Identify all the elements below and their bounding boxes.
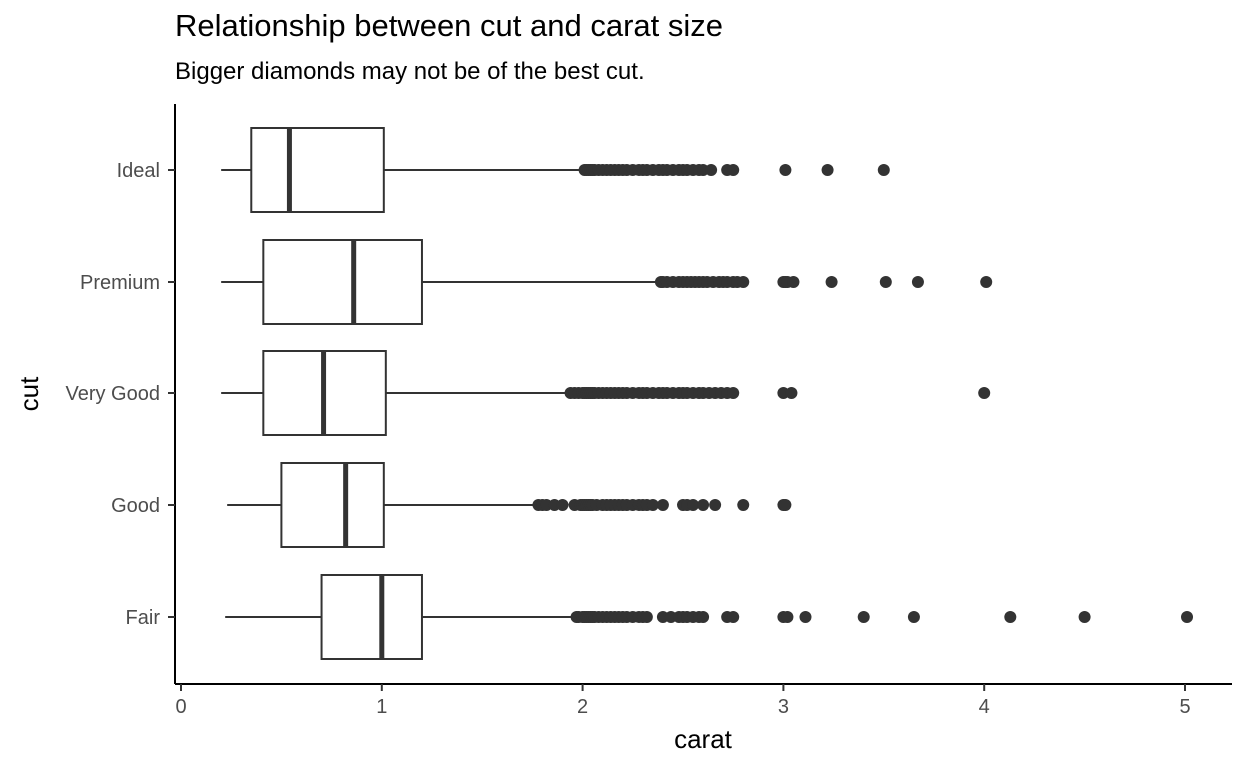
outlier-point [1078,611,1091,623]
outlier-point [727,387,740,399]
x-axis-ticks: 0 1 2 3 4 5 [175,684,1191,718]
outlier-point [1181,611,1194,623]
iqr-box [262,239,423,325]
box-group [221,239,993,325]
outlier-point [857,611,870,623]
outlier-point [787,276,800,288]
outlier-point [646,499,659,511]
outlier-point [737,276,750,288]
box-group [221,350,991,436]
outlier-point [709,499,722,511]
y-axis-title: cut [14,376,44,411]
outlier-point [877,164,890,176]
outlier-point [779,164,792,176]
outlier-point [879,276,892,288]
outlier-point [785,387,798,399]
y-tick-label: Very Good [65,383,160,405]
outlier-point [825,276,838,288]
x-tick-label: 4 [979,696,990,718]
x-tick-label: 3 [778,696,789,718]
iqr-box [320,574,423,660]
outlier-point [727,164,740,176]
outlier-point [556,499,569,511]
outlier-point [978,387,991,399]
outlier-point [821,164,834,176]
outlier-point [781,611,794,623]
x-tick-label: 5 [1179,696,1190,718]
outlier-point [727,611,740,623]
x-tick-label: 0 [175,696,186,718]
chart-title: Relationship between cut and carat size [175,8,723,43]
outlier-point [687,499,700,511]
iqr-box [280,462,385,548]
outlier-point [779,499,792,511]
outlier-point [697,611,710,623]
outlier-point [799,611,812,623]
x-axis-title: carat [674,724,733,754]
y-axis-ticks: Ideal Premium Very Good Good Fair [65,160,175,629]
outlier-point [1004,611,1017,623]
plot-area [221,127,1194,660]
box-group [225,574,1194,660]
outlier-point [656,499,669,511]
outlier-point [907,611,920,623]
y-tick-label: Ideal [117,160,160,182]
x-tick-label: 1 [376,696,387,718]
outlier-point [737,499,750,511]
box-group [221,127,890,213]
y-tick-label: Good [111,495,160,517]
x-tick-label: 2 [577,696,588,718]
chart-subtitle: Bigger diamonds may not be of the best c… [175,58,645,85]
outlier-point [911,276,924,288]
box-group [227,462,792,548]
outlier-point [705,164,718,176]
y-tick-label: Fair [126,607,161,629]
outlier-point [980,276,993,288]
outlier-point [697,499,710,511]
y-tick-label: Premium [80,272,160,294]
outlier-point [640,611,653,623]
iqr-box [250,127,385,213]
